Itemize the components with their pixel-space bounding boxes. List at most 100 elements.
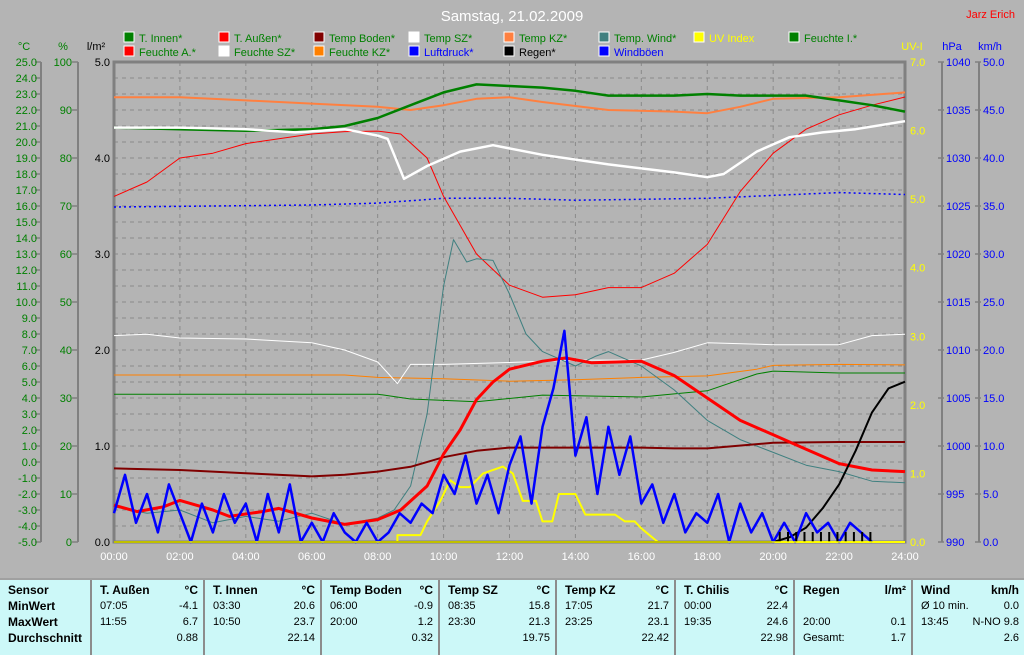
column-header: T. Chilis [684,583,730,597]
column-unit: °C [774,583,788,597]
column-header: Sensor [8,583,49,597]
axis-tick-label-rain: 1.0 [95,441,110,453]
time-cell: 10:50 [213,616,241,628]
axis-tick-label-wind: 45.0 [983,105,1004,117]
legend-swatch [313,31,325,43]
table-row: Temp Boden °C [322,583,438,598]
table-row: 08:35 15.8 [440,599,555,614]
axis-tick-label-temp: 7.0 [22,345,37,357]
table-row: Temp SZ °C [440,583,555,598]
legend-swatch [123,45,135,57]
axis-tick-label-press: 1025 [946,201,970,213]
table-column-temp-kz: Temp KZ °C 17:05 21.7 23:25 23.1 22.42 [557,580,676,655]
series-uv-index [114,465,905,543]
table-row: 19.75 [440,631,555,646]
axis-tick-label-temp: 20.0 [16,137,37,149]
value-cell: -4.1 [179,600,198,612]
value-cell: 22.4 [766,600,788,612]
column-unit: °C [419,583,433,597]
time-cell: 23:25 [565,616,593,628]
column-header: Temp SZ [448,583,498,597]
value-cell: 23.1 [647,616,669,628]
legend-swatch [218,31,230,43]
column-unit: °C [655,583,669,597]
axis-tick-label-uv: 5.0 [910,194,925,206]
legend-label: Temp Boden* [329,33,396,45]
value-cell: 1.7 [890,632,906,644]
x-tick-label: 16:00 [628,551,656,563]
table-row: Sensor [0,583,90,598]
time-cell: 20:00 [330,616,358,628]
axis-tick-label-hum: 10 [60,489,72,501]
series-t-au-en [113,356,906,526]
legend-label: Luftdruck* [424,47,474,59]
table-column-temp-sz: Temp SZ °C 08:35 15.8 23:30 21.3 19.75 [440,580,557,655]
value-cell: 20.6 [293,600,315,612]
axis-tick-label-temp: 4.0 [22,393,37,405]
row-label: Durchschnitt [8,631,83,645]
legend-swatch [123,31,135,43]
time-cell: 00:00 [684,600,712,612]
table-row: 13:45 N-NO 9.8 [913,615,1024,630]
column-header: Wind [921,583,951,597]
axis-title-uv: UV-I [901,41,922,53]
value-cell: 1.2 [417,616,433,628]
table-row: 10:50 23.7 [205,615,320,630]
table-row: 22.98 [676,631,793,646]
axis-tick-label-rain: 3.0 [95,249,110,261]
column-unit: °C [301,583,315,597]
axis-tick-label-temp: 24.0 [16,73,37,85]
series-regen [114,380,906,543]
table-row: T. Außen °C [92,583,203,598]
axis-tick-label-rain: 4.0 [95,153,110,165]
x-tick-label: 06:00 [298,551,326,563]
value-cell: N-NO 9.8 [972,616,1019,628]
axis-tick-label-temp: 21.0 [16,121,37,133]
legend-label: Feuchte SZ* [234,47,296,59]
legend-label: UV Index [709,33,755,45]
axis-tick-label-wind: 50.0 [983,57,1004,69]
table-row: 03:30 20.6 [205,599,320,614]
axis-tick-label-press: 1035 [946,105,970,117]
legend-swatch [788,31,800,43]
table-row: 20:00 0.1 [795,615,911,630]
grid [112,60,907,544]
table-row: T. Innen °C [205,583,320,598]
axis-tick-label-temp: 6.0 [22,361,37,373]
legend: T. Innen* T. Außen* Temp Boden* Temp SZ* Tem… [123,31,858,59]
axis-tick-label-rain: 2.0 [95,345,110,357]
table-row: 19:35 24.6 [676,615,793,630]
table-row: 00:00 22.4 [676,599,793,614]
author-label: Jarz Erich [966,9,1015,21]
table-column-t-innen: T. Innen °C 03:30 20.6 10:50 23.7 22.14 [205,580,322,655]
axis-tick-label-press: 1040 [946,57,970,69]
axis-tick-label-uv: 7.0 [910,57,925,69]
axis-tick-label-temp: -5.0 [18,537,37,549]
legend-swatch [408,31,420,43]
x-tick-label: 12:00 [496,551,524,563]
axis-tick-label-temp: 10.0 [16,297,37,309]
x-tick-label: 18:00 [693,551,721,563]
axis-tick-label-temp: 15.0 [16,217,37,229]
column-header: Temp KZ [565,583,616,597]
axis-tick-label-wind: 20.0 [983,345,1004,357]
x-tick-label: 00:00 [100,551,128,563]
axis-tick-label-wind: 35.0 [983,201,1004,213]
time-cell: 13:45 [921,616,949,628]
axis-tick-label-temp: 22.0 [16,105,37,117]
table-row: Ø 10 min. 0.0 [913,599,1024,614]
axis-tick-label-temp: 0.0 [22,457,37,469]
axis-tick-label-temp: 23.0 [16,89,37,101]
axis-tick-label-temp: 1.0 [22,441,37,453]
axis-tick-label-temp: 8.0 [22,329,37,341]
legend-label: Feuchte A.* [139,47,197,59]
table-column-wind: Wind km/h Ø 10 min. 0.0 13:45 N-NO 9.8 2.6 [913,580,1024,655]
value-cell: 21.3 [528,616,550,628]
table-row: Regen l/m² [795,583,911,598]
axis-tick-label-temp: 2.0 [22,425,37,437]
table-column-regen: Regen l/m² 20:00 0.1 Gesamt: 1.7 [795,580,913,655]
legend-label: Temp. Wind* [614,33,677,45]
series-windb-en [112,329,873,544]
axis-tick-label-wind: 40.0 [983,153,1004,165]
table-row: 11:55 6.7 [92,615,203,630]
